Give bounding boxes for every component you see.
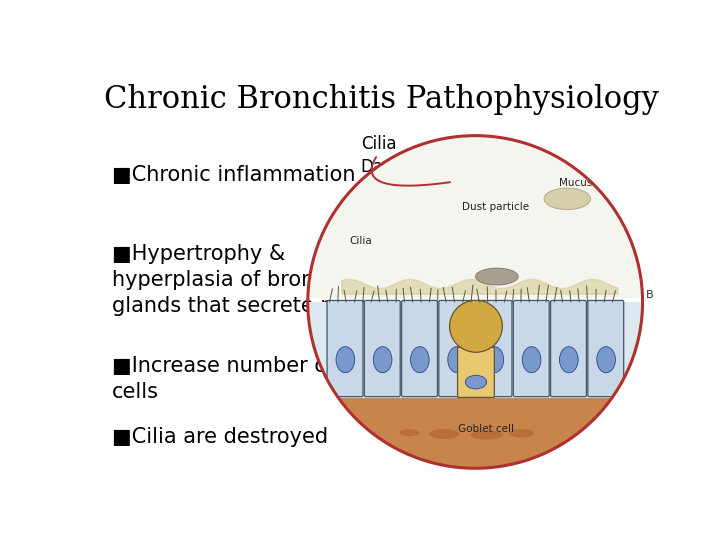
Text: ■Cilia are destroyed: ■Cilia are destroyed: [112, 427, 328, 447]
Ellipse shape: [509, 429, 534, 437]
FancyBboxPatch shape: [327, 300, 363, 397]
Text: Cilia
Damaged: Cilia Damaged: [361, 136, 441, 176]
FancyBboxPatch shape: [458, 347, 495, 397]
Text: ■Hypertrophy &
hyperplasia of bronchial
glands that secrete mucus: ■Hypertrophy & hyperplasia of bronchial …: [112, 244, 390, 316]
Ellipse shape: [485, 347, 504, 373]
Bar: [307, 124, 642, 298]
FancyBboxPatch shape: [588, 300, 624, 397]
Ellipse shape: [597, 347, 616, 373]
Ellipse shape: [544, 188, 590, 210]
Text: ■Increase number of goblet
cells: ■Increase number of goblet cells: [112, 356, 408, 402]
Ellipse shape: [336, 347, 355, 373]
Text: ■Chronic inflammation: ■Chronic inflammation: [112, 165, 356, 185]
Text: B: B: [646, 290, 653, 300]
Ellipse shape: [400, 429, 419, 436]
FancyBboxPatch shape: [364, 300, 400, 397]
Ellipse shape: [465, 375, 487, 389]
Text: Dust particle: Dust particle: [462, 202, 529, 212]
Ellipse shape: [476, 268, 518, 285]
Ellipse shape: [410, 347, 429, 373]
Text: Goblet cell: Goblet cell: [458, 424, 514, 434]
Circle shape: [307, 136, 642, 468]
Text: Mucus: Mucus: [559, 178, 593, 187]
Ellipse shape: [373, 347, 392, 373]
FancyBboxPatch shape: [476, 300, 512, 397]
Bar: [307, 399, 642, 468]
Ellipse shape: [449, 300, 503, 352]
Ellipse shape: [559, 347, 578, 373]
Ellipse shape: [448, 347, 467, 373]
Text: Chronic Bronchitis Pathophysiology: Chronic Bronchitis Pathophysiology: [104, 84, 659, 115]
Bar: [307, 302, 642, 399]
FancyBboxPatch shape: [438, 300, 474, 397]
Ellipse shape: [429, 429, 459, 439]
FancyBboxPatch shape: [513, 300, 549, 397]
FancyBboxPatch shape: [551, 300, 587, 397]
Text: Cilia: Cilia: [350, 236, 372, 246]
FancyBboxPatch shape: [402, 300, 438, 397]
Ellipse shape: [522, 347, 541, 373]
Ellipse shape: [471, 430, 503, 440]
Circle shape: [307, 136, 642, 468]
